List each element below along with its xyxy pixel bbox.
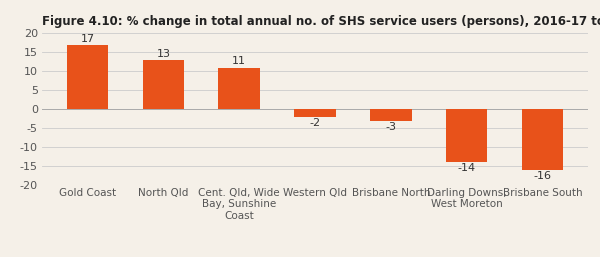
Bar xyxy=(143,60,184,109)
Text: Figure 4.10: % change in total annual no. of SHS service users (persons), 2016-1: Figure 4.10: % change in total annual no… xyxy=(42,15,600,28)
Text: 17: 17 xyxy=(80,34,95,44)
Text: 11: 11 xyxy=(232,56,246,66)
Bar xyxy=(521,109,563,170)
Bar xyxy=(218,68,260,109)
Bar xyxy=(446,109,487,162)
Text: 13: 13 xyxy=(157,49,170,59)
Text: -2: -2 xyxy=(310,118,320,128)
Text: -3: -3 xyxy=(385,122,396,132)
Text: -16: -16 xyxy=(533,171,551,181)
Bar xyxy=(67,45,109,109)
Bar xyxy=(370,109,412,121)
Text: -14: -14 xyxy=(457,163,476,173)
Bar xyxy=(294,109,336,117)
